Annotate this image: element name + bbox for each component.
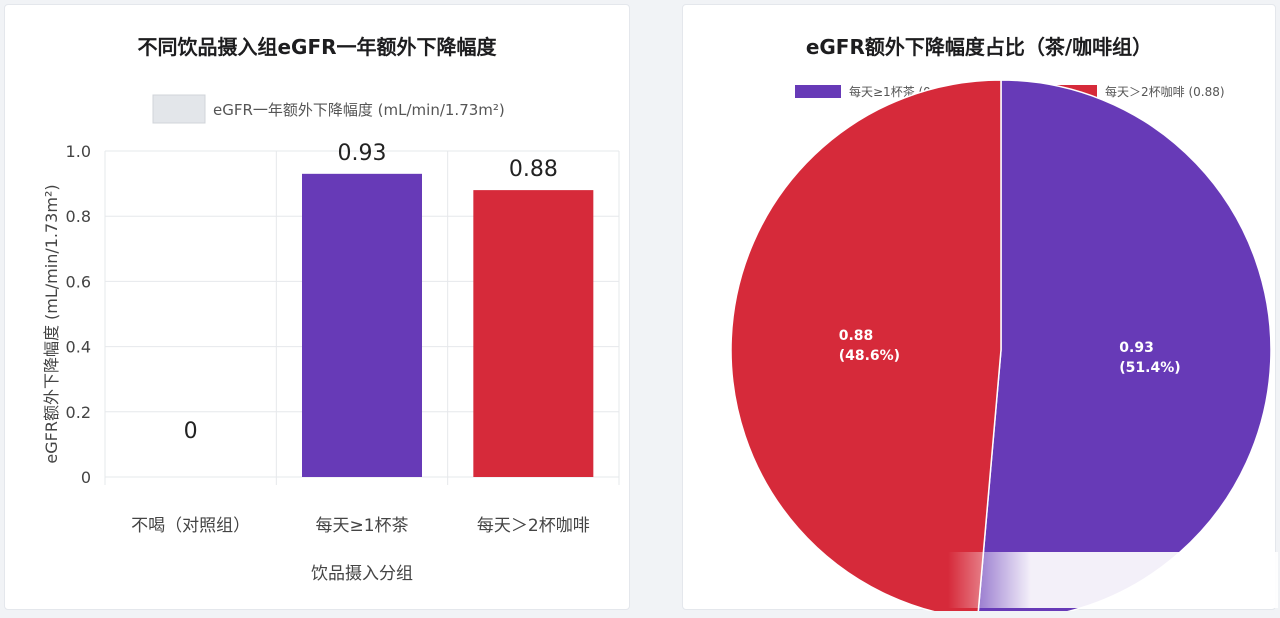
y-tick-label: 0.8: [66, 207, 91, 226]
y-tick-label: 0: [81, 468, 91, 487]
y-tick-label: 0.4: [66, 338, 91, 357]
pie-chart-panel: eGFR额外下降幅度占比（茶/咖啡组） 每天≥1杯茶 (0.93) 每天＞2杯咖啡…: [682, 4, 1276, 611]
legend-label: 每天＞2杯咖啡 (0.88): [1105, 84, 1225, 99]
pie-slice: [730, 79, 1002, 611]
x-tick-label: 每天＞2杯咖啡: [477, 516, 590, 536]
y-tick-label: 0.2: [66, 403, 91, 422]
pie-percent-label: (48.6%): [839, 348, 900, 364]
watermark-blur: [948, 552, 1278, 608]
y-tick-label: 0.6: [66, 272, 91, 291]
pie-chart: 每天≥1杯茶 (0.93) 每天＞2杯咖啡 (0.88)0.93(51.4%)0.…: [730, 79, 1272, 611]
legend-swatch: [152, 94, 206, 124]
x-axis-title: 饮品摄入分组: [311, 564, 413, 584]
bar-chart: eGFR一年额外下降幅度 (mL/min/1.73m²) 0 0.2 0.4 0.6 0.…: [42, 94, 620, 584]
y-axis-title: eGFR额外下降幅度 (mL/min/1.73m²): [42, 184, 61, 463]
bar: [302, 173, 422, 477]
bar-value-label: 0.93: [338, 141, 387, 166]
bar-chart-title: 不同饮品摄入组eGFR一年额外下降幅度: [137, 35, 497, 59]
bar-chart-panel: 不同饮品摄入组eGFR一年额外下降幅度 eGFR一年额外下降幅度 (mL/min…: [4, 4, 630, 610]
bar-value-label: 0.88: [509, 157, 558, 182]
x-tick-label: 不喝（对照组）: [131, 516, 250, 536]
pie-chart-title: eGFR额外下降幅度占比（茶/咖啡组）: [805, 35, 1153, 59]
legend-label: eGFR一年额外下降幅度 (mL/min/1.73m²): [213, 101, 505, 119]
legend-swatch: [795, 85, 841, 98]
bar: [473, 190, 594, 477]
y-tick-label: 1.0: [66, 142, 91, 161]
pie-value-label: 0.88: [839, 328, 874, 344]
pie-percent-label: (51.4%): [1119, 360, 1180, 376]
bar-value-label: 0: [184, 419, 198, 444]
pie-value-label: 0.93: [1119, 340, 1154, 356]
x-tick-label: 每天≥1杯茶: [315, 516, 408, 536]
